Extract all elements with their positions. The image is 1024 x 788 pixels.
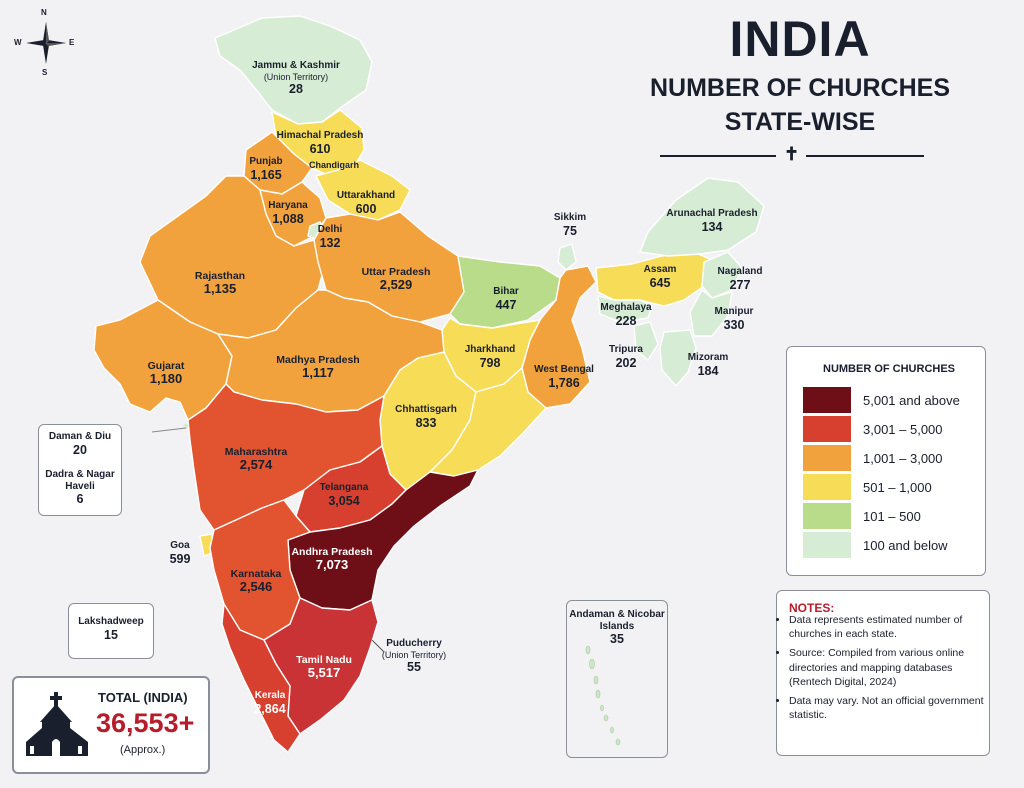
label-chhattisgarh: Chhattisgarh 833: [395, 404, 457, 430]
lakshadweep-islands: [183, 423, 189, 429]
label-maharashtra: Maharashtra 2,574: [224, 446, 288, 473]
compass-west: W: [14, 38, 22, 47]
label-telangana: Telangana 3,054: [319, 482, 369, 508]
notes-list: Data represents estimated number of chur…: [767, 613, 989, 727]
church-icon: [26, 692, 88, 756]
label-kerala: Kerala 2,864: [254, 690, 286, 716]
legend-item-101: 101 – 500: [803, 503, 921, 529]
legend-item-501: 501 – 1,000: [803, 474, 932, 500]
label-dadra-nagar-haveli: Dadra & Nagar Haveli 6: [45, 469, 115, 506]
label-tamil-nadu: Tamil Nadu 5,517: [296, 654, 352, 681]
label-puducherry: Puducherry (Union Territory) 55: [381, 638, 447, 674]
notes-title: NOTES:: [789, 601, 835, 615]
label-delhi: Delhi 132: [317, 224, 343, 250]
label-assam: Assam 645: [643, 264, 677, 290]
daman-dadra-box: Daman & Diu 20 Dadra & Nagar Haveli 6: [38, 424, 122, 516]
andaman-box: Andaman & Nicobar Islands 35: [566, 600, 668, 758]
legend-box: NUMBER OF CHURCHES 5,001 and above 3,001…: [786, 346, 986, 576]
region-west-bengal[interactable]: [521, 265, 597, 409]
note-item: Data may vary. Not an official governmen…: [789, 694, 989, 722]
label-andaman-nicobar: Andaman & Nicobar Islands 35: [569, 609, 665, 646]
daman-pointer-line: [151, 427, 187, 433]
compass-east: E: [69, 38, 75, 47]
legend-swatch: [803, 503, 851, 529]
compass-south: S: [42, 68, 48, 77]
label-jharkhand: Jharkhand 798: [464, 344, 516, 370]
label-karnataka: Karnataka 2,546: [230, 568, 282, 595]
region-meghalaya[interactable]: [597, 295, 653, 323]
label-nagaland: Nagaland 277: [717, 266, 763, 292]
region-bihar[interactable]: [449, 255, 561, 329]
region-mizoram[interactable]: [659, 329, 697, 387]
region-sikkim[interactable]: [557, 243, 577, 271]
label-lakshadweep: Lakshadweep 15: [78, 616, 144, 642]
notes-box: NOTES: Data represents estimated number …: [776, 590, 990, 756]
legend-item-1001: 1,001 – 3,000: [803, 445, 943, 471]
title-sub-1: NUMBER OF CHURCHES: [650, 74, 950, 102]
legend-swatch: [803, 474, 851, 500]
legend-swatch: [803, 416, 851, 442]
compass-icon: [26, 22, 66, 64]
title-main: INDIA: [729, 11, 871, 67]
total-value: 36,553+: [96, 708, 195, 738]
label-chandigarh: Chandigarh: [308, 160, 360, 170]
total-label: TOTAL (INDIA): [98, 690, 188, 705]
title-sub-2: STATE-WISE: [724, 108, 876, 136]
label-sikkim: Sikkim 75: [553, 212, 587, 238]
region-uttar-pradesh[interactable]: [313, 211, 465, 323]
label-uttarakhand: Uttarakhand 600: [336, 190, 396, 216]
note-item: Source: Compiled from various online dir…: [789, 646, 989, 689]
label-punjab: Punjab 1,165: [249, 156, 283, 182]
title-divider-right: [806, 155, 924, 157]
label-arunachal-pradesh: Arunachal Pradesh 134: [666, 208, 758, 234]
label-haryana: Haryana 1,088: [268, 200, 308, 226]
cross-icon: ✝: [784, 144, 800, 164]
label-jammu-kashmir: Jammu & Kashmir (Union Territory) 28: [252, 60, 340, 96]
region-tripura[interactable]: [633, 321, 659, 361]
label-mizoram: Mizoram 184: [687, 352, 729, 378]
label-meghalaya: Meghalaya 228: [600, 302, 652, 328]
andaman-islands: [585, 645, 621, 746]
lakshadweep-box: Lakshadweep 15: [68, 603, 154, 659]
region-nagaland[interactable]: [701, 251, 743, 299]
label-andhra-pradesh: Andhra Pradesh 7,073: [291, 546, 373, 573]
label-bihar: Bihar 447: [493, 286, 519, 312]
total-note: (Approx.): [120, 744, 166, 756]
label-madhya-pradesh: Madhya Pradesh 1,117: [276, 354, 360, 381]
label-rajasthan: Rajasthan 1,135: [194, 270, 246, 297]
compass-rose: N S W E: [14, 8, 78, 78]
region-manipur[interactable]: [689, 289, 733, 337]
region-kerala[interactable]: [221, 603, 301, 753]
region-jammu-kashmir[interactable]: [214, 15, 373, 125]
label-tripura: Tripura 202: [609, 344, 643, 370]
note-item: Data represents estimated number of chur…: [789, 613, 989, 641]
legend-item-5001: 5,001 and above: [803, 387, 960, 413]
region-arunachal-pradesh[interactable]: [639, 177, 765, 257]
label-manipur: Manipur 330: [714, 306, 754, 332]
total-box: TOTAL (INDIA) 36,553+ (Approx.): [12, 676, 210, 774]
label-himachal-pradesh: Himachal Pradesh 610: [276, 130, 364, 156]
region-odisha[interactable]: [429, 367, 547, 477]
legend-swatch: [803, 387, 851, 413]
region-uttarakhand[interactable]: [315, 159, 411, 221]
label-daman-diu: Daman & Diu 20: [48, 431, 112, 457]
label-goa: Goa 599: [169, 540, 191, 566]
label-west-bengal: West Bengal 1,786: [534, 364, 594, 390]
legend-item-3001: 3,001 – 5,000: [803, 416, 943, 442]
puducherry-pointer-line: [371, 639, 385, 653]
region-karnataka[interactable]: [209, 499, 311, 641]
label-gujarat: Gujarat 1,180: [147, 360, 185, 387]
legend-swatch: [803, 532, 851, 558]
title-divider-left: [660, 155, 776, 157]
compass-north: N: [41, 8, 47, 17]
legend-title: NUMBER OF CHURCHES: [823, 363, 955, 375]
label-uttar-pradesh: Uttar Pradesh 2,529: [361, 266, 431, 293]
legend-swatch: [803, 445, 851, 471]
legend-item-100: 100 and below: [803, 532, 948, 558]
